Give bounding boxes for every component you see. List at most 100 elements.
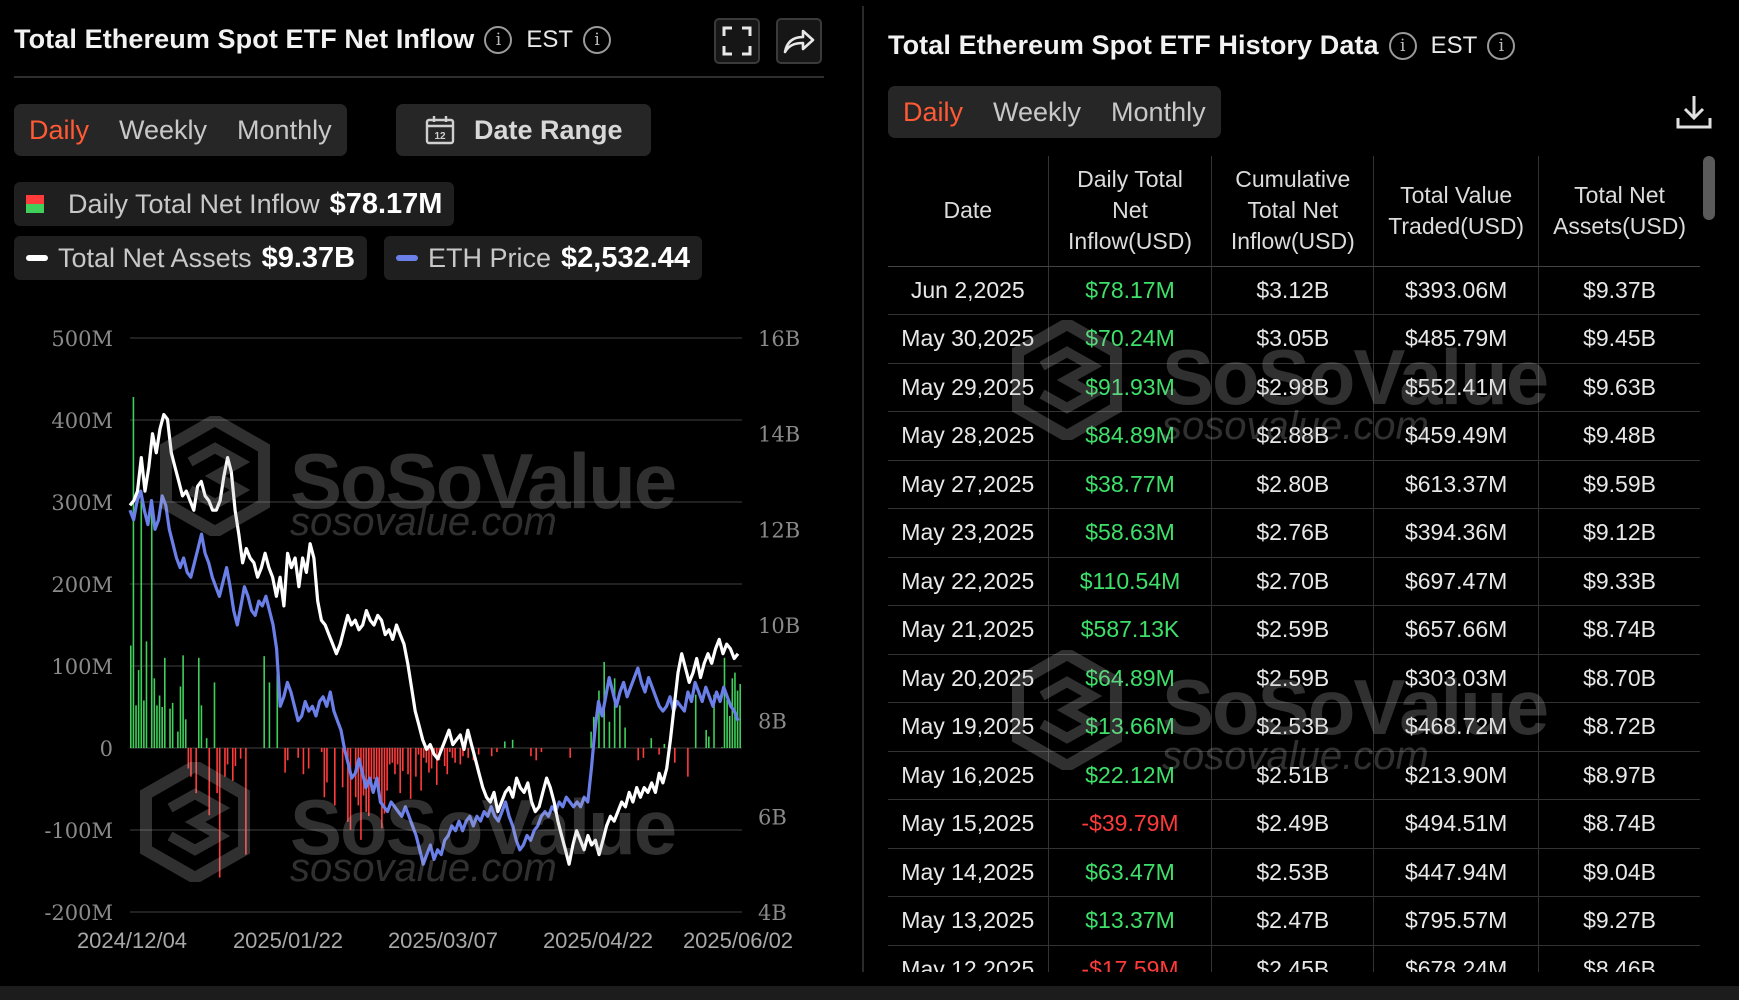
cell-inflow: $22.12M: [1048, 751, 1213, 800]
inflow-bar-positive: [171, 702, 174, 748]
history-table-container[interactable]: Date Daily Total Net Inflow(USD) Cumulat…: [888, 156, 1700, 972]
inflow-bar-positive: [504, 741, 506, 748]
table-row[interactable]: May 12,2025 -$17.59M $2.45B $678.24M $8.46B: [888, 945, 1700, 972]
cell-cumulative: $2.98B: [1211, 363, 1375, 412]
col-header-cumulative[interactable]: Cumulative Total Net Inflow(USD): [1211, 156, 1375, 267]
right-timezone-label: EST: [1430, 31, 1478, 59]
table-row[interactable]: May 15,2025 -$39.79M $2.49B $494.51M $8.74B: [888, 799, 1700, 849]
cell-traded: $468.72M: [1373, 702, 1540, 752]
assets-swatch-icon: [26, 255, 48, 261]
inflow-bar-positive: [276, 674, 279, 748]
tab-monthly[interactable]: Monthly: [1111, 96, 1206, 127]
table-row[interactable]: Jun 2,2025 $78.17M $3.12B $393.06M $9.37B: [888, 266, 1700, 315]
info-icon[interactable]: i: [1388, 31, 1417, 60]
inflow-bar-negative: [467, 748, 469, 758]
inflow-bar-negative: [383, 748, 386, 814]
cell-assets: $8.74B: [1538, 605, 1700, 655]
cell-assets: $9.04B: [1538, 848, 1700, 897]
table-row[interactable]: May 29,2025 $91.93M $2.98B $552.41M $9.63B: [888, 363, 1700, 412]
table-row[interactable]: May 13,2025 $13.37M $2.47B $795.57M $9.27B: [888, 896, 1700, 946]
col-header-date[interactable]: Date: [888, 156, 1049, 267]
inflow-bar-negative: [334, 748, 336, 806]
table-scrollbar[interactable]: [1703, 156, 1715, 220]
col-header-assets[interactable]: Total Net Assets(USD): [1538, 156, 1700, 267]
tab-weekly[interactable]: Weekly: [993, 96, 1082, 127]
legend-inflow-label: Daily Total Net Inflow: [68, 188, 320, 219]
cell-inflow: $91.93M: [1048, 363, 1213, 412]
cell-date: May 21,2025: [888, 605, 1049, 655]
net-inflow-chart[interactable]: 500M 400M 300M 200M 100M 0 -100M -200M 16B 14B 12B…: [0, 318, 840, 958]
col-header-inflow[interactable]: Daily Total Net Inflow(USD): [1048, 156, 1213, 267]
inflow-bar-positive: [268, 682, 271, 748]
date-range-button[interactable]: 12 Date Range: [396, 104, 651, 156]
share-button[interactable]: [776, 18, 822, 64]
inflow-bar-negative: [195, 748, 197, 794]
legend-eth-price[interactable]: ETH Price $2,532.44: [384, 236, 703, 280]
inflow-bar-negative: [187, 748, 190, 769]
inflow-bar-negative: [399, 748, 401, 794]
table-row[interactable]: May 28,2025 $84.89M $2.88B $459.49M $9.48B: [888, 411, 1700, 461]
inflow-bar-negative: [307, 748, 310, 769]
tab-weekly[interactable]: Weekly: [119, 114, 208, 145]
x-tick-label: 2025/04/22: [543, 928, 653, 953]
cell-cumulative: $2.45B: [1211, 945, 1375, 972]
cell-cumulative: $2.49B: [1211, 799, 1375, 849]
tab-daily[interactable]: Daily: [29, 114, 90, 145]
inflow-bar-positive: [177, 731, 179, 748]
inflow-bar-negative: [540, 748, 543, 753]
table-row[interactable]: May 23,2025 $58.63M $2.76B $394.36M $9.12B: [888, 508, 1700, 558]
table-row[interactable]: May 27,2025 $38.77M $2.80B $613.37M $9.59B: [888, 460, 1700, 509]
left-panel-title: Total Ethereum Spot ETF Net Inflow: [14, 24, 475, 54]
inflow-bar-positive: [200, 705, 203, 748]
inflow-bar-negative: [326, 748, 328, 783]
col-header-traded[interactable]: Total Value Traded(USD): [1373, 156, 1540, 267]
inflow-bar-positive: [608, 721, 611, 748]
inflow-bar-positive: [184, 719, 187, 748]
inflow-bar-negative: [381, 748, 383, 829]
inflow-bar-negative: [216, 748, 218, 794]
tab-daily[interactable]: Daily: [903, 96, 964, 127]
left-title-row: Total Ethereum Spot ETF Net Inflow i EST…: [14, 24, 612, 55]
cell-date: May 13,2025: [888, 896, 1049, 946]
inflow-bar-negative: [449, 748, 451, 753]
y-right-tick-label: 16B: [758, 327, 800, 351]
cell-traded: $485.79M: [1373, 314, 1540, 364]
y-right-tick-label: 6B: [758, 805, 787, 829]
inflow-bar-negative: [218, 748, 221, 878]
table-row[interactable]: May 16,2025 $22.12M $2.51B $213.90M $8.97B: [888, 751, 1700, 800]
inflow-bar-negative: [297, 748, 299, 758]
inflow-bar-negative: [425, 748, 428, 763]
inflow-bar-negative: [302, 748, 305, 775]
timezone-info-icon[interactable]: i: [583, 25, 612, 54]
x-tick-label: 2024/12/04: [77, 928, 187, 953]
cell-assets: $9.63B: [1538, 363, 1700, 412]
cell-traded: $552.41M: [1373, 363, 1540, 412]
legend-net-assets[interactable]: Total Net Assets $9.37B: [14, 236, 368, 280]
inflow-bar-negative: [446, 748, 449, 775]
inflow-bar-negative: [454, 748, 456, 763]
timezone-info-icon[interactable]: i: [1487, 31, 1516, 60]
download-button[interactable]: [1674, 92, 1714, 132]
table-row[interactable]: May 30,2025 $70.24M $3.05B $485.79M $9.45B: [888, 314, 1700, 364]
tab-monthly[interactable]: Monthly: [237, 114, 332, 145]
table-row[interactable]: May 20,2025 $64.89M $2.59B $303.03M $8.70B: [888, 654, 1700, 703]
inflow-bar-negative: [658, 748, 660, 755]
info-icon[interactable]: i: [484, 25, 513, 54]
cell-assets: $9.48B: [1538, 411, 1700, 461]
table-row[interactable]: May 19,2025 $13.66M $2.53B $468.72M $8.72B: [888, 702, 1700, 752]
legend-net-inflow[interactable]: Daily Total Net Inflow $78.17M: [14, 182, 455, 226]
cell-traded: $678.24M: [1373, 945, 1540, 972]
cell-date: May 19,2025: [888, 702, 1049, 752]
inflow-bar-negative: [569, 748, 571, 758]
cell-assets: $8.46B: [1538, 945, 1700, 972]
cell-cumulative: $2.47B: [1211, 896, 1375, 946]
fullscreen-button[interactable]: [714, 18, 760, 64]
table-row[interactable]: May 14,2025 $63.47M $2.53B $447.94M $9.04B: [888, 848, 1700, 897]
inflow-bar-positive: [650, 738, 653, 748]
cell-assets: $9.37B: [1538, 266, 1700, 315]
inflow-bar-negative: [349, 748, 352, 830]
table-row[interactable]: May 22,2025 $110.54M $2.70B $697.47M $9.33B: [888, 557, 1700, 606]
inflow-bar-negative: [530, 748, 532, 757]
table-row[interactable]: May 21,2025 $587.13K $2.59B $657.66M $8.74B: [888, 605, 1700, 655]
inflow-bar-negative: [391, 748, 394, 763]
